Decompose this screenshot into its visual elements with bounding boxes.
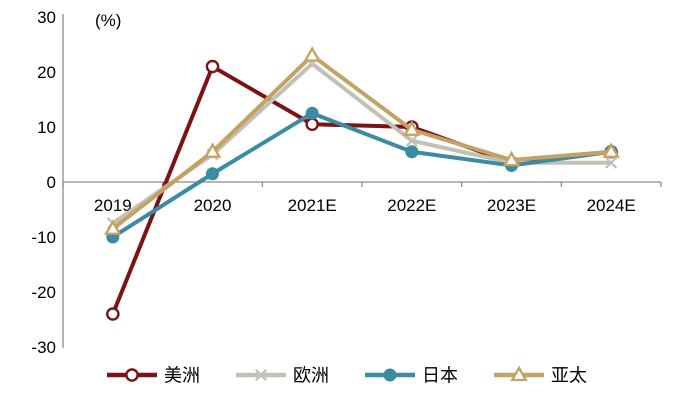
x-category-label: 2024E (587, 196, 636, 215)
open-circle-marker (125, 368, 139, 382)
y-tick-label: 10 (37, 118, 56, 137)
x-category-label: 2022E (387, 196, 436, 215)
series-line (111, 111, 612, 239)
series-line (111, 52, 612, 231)
x-cross-marker (405, 134, 418, 147)
y-tick-label: -30 (31, 338, 56, 357)
open-triangle-marker (303, 46, 321, 62)
x-category-label: 2023E (487, 196, 536, 215)
open-triangle-marker (203, 142, 222, 158)
series-亚太 (104, 46, 620, 235)
legend-item-美洲: 美洲 (107, 366, 200, 386)
open-triangle-marker (104, 219, 122, 235)
x-cross-marker (605, 156, 618, 169)
open-triangle-marker (510, 365, 528, 382)
legend-label: 日本 (422, 366, 458, 386)
x-category-label: 2021E (288, 196, 337, 215)
y-tick-label: -10 (31, 228, 56, 247)
y-axis-unit-label: (%) (95, 11, 121, 30)
filled-circle-marker (206, 167, 219, 181)
filled-circle-marker (405, 145, 419, 159)
x-cross-marker (255, 369, 267, 381)
x-category-label: 2020 (194, 196, 232, 215)
open-triangle-marker (602, 142, 620, 158)
open-triangle-marker (502, 150, 521, 167)
filled-circle-marker (383, 368, 397, 382)
series-line (111, 61, 612, 225)
y-tick-label: 20 (37, 63, 56, 82)
series-欧洲 (106, 57, 618, 230)
y-tick-label: -20 (31, 283, 56, 302)
open-circle-marker (205, 59, 220, 74)
legend-label: 欧洲 (293, 366, 329, 386)
open-circle-marker (106, 307, 120, 321)
filled-circle-marker (305, 106, 319, 120)
open-triangle-marker (403, 120, 421, 136)
legend-label: 美洲 (164, 366, 200, 386)
y-tick-label: 0 (47, 173, 56, 192)
open-circle-marker (305, 117, 319, 132)
legend-item-亚太: 亚太 (494, 366, 587, 386)
legend-item-欧洲: 欧洲 (236, 366, 329, 386)
legend-label: 亚太 (551, 366, 587, 386)
legend-item-日本: 日本 (365, 366, 458, 386)
y-tick-label: 30 (37, 8, 56, 27)
x-category-label: 2019 (94, 196, 132, 215)
